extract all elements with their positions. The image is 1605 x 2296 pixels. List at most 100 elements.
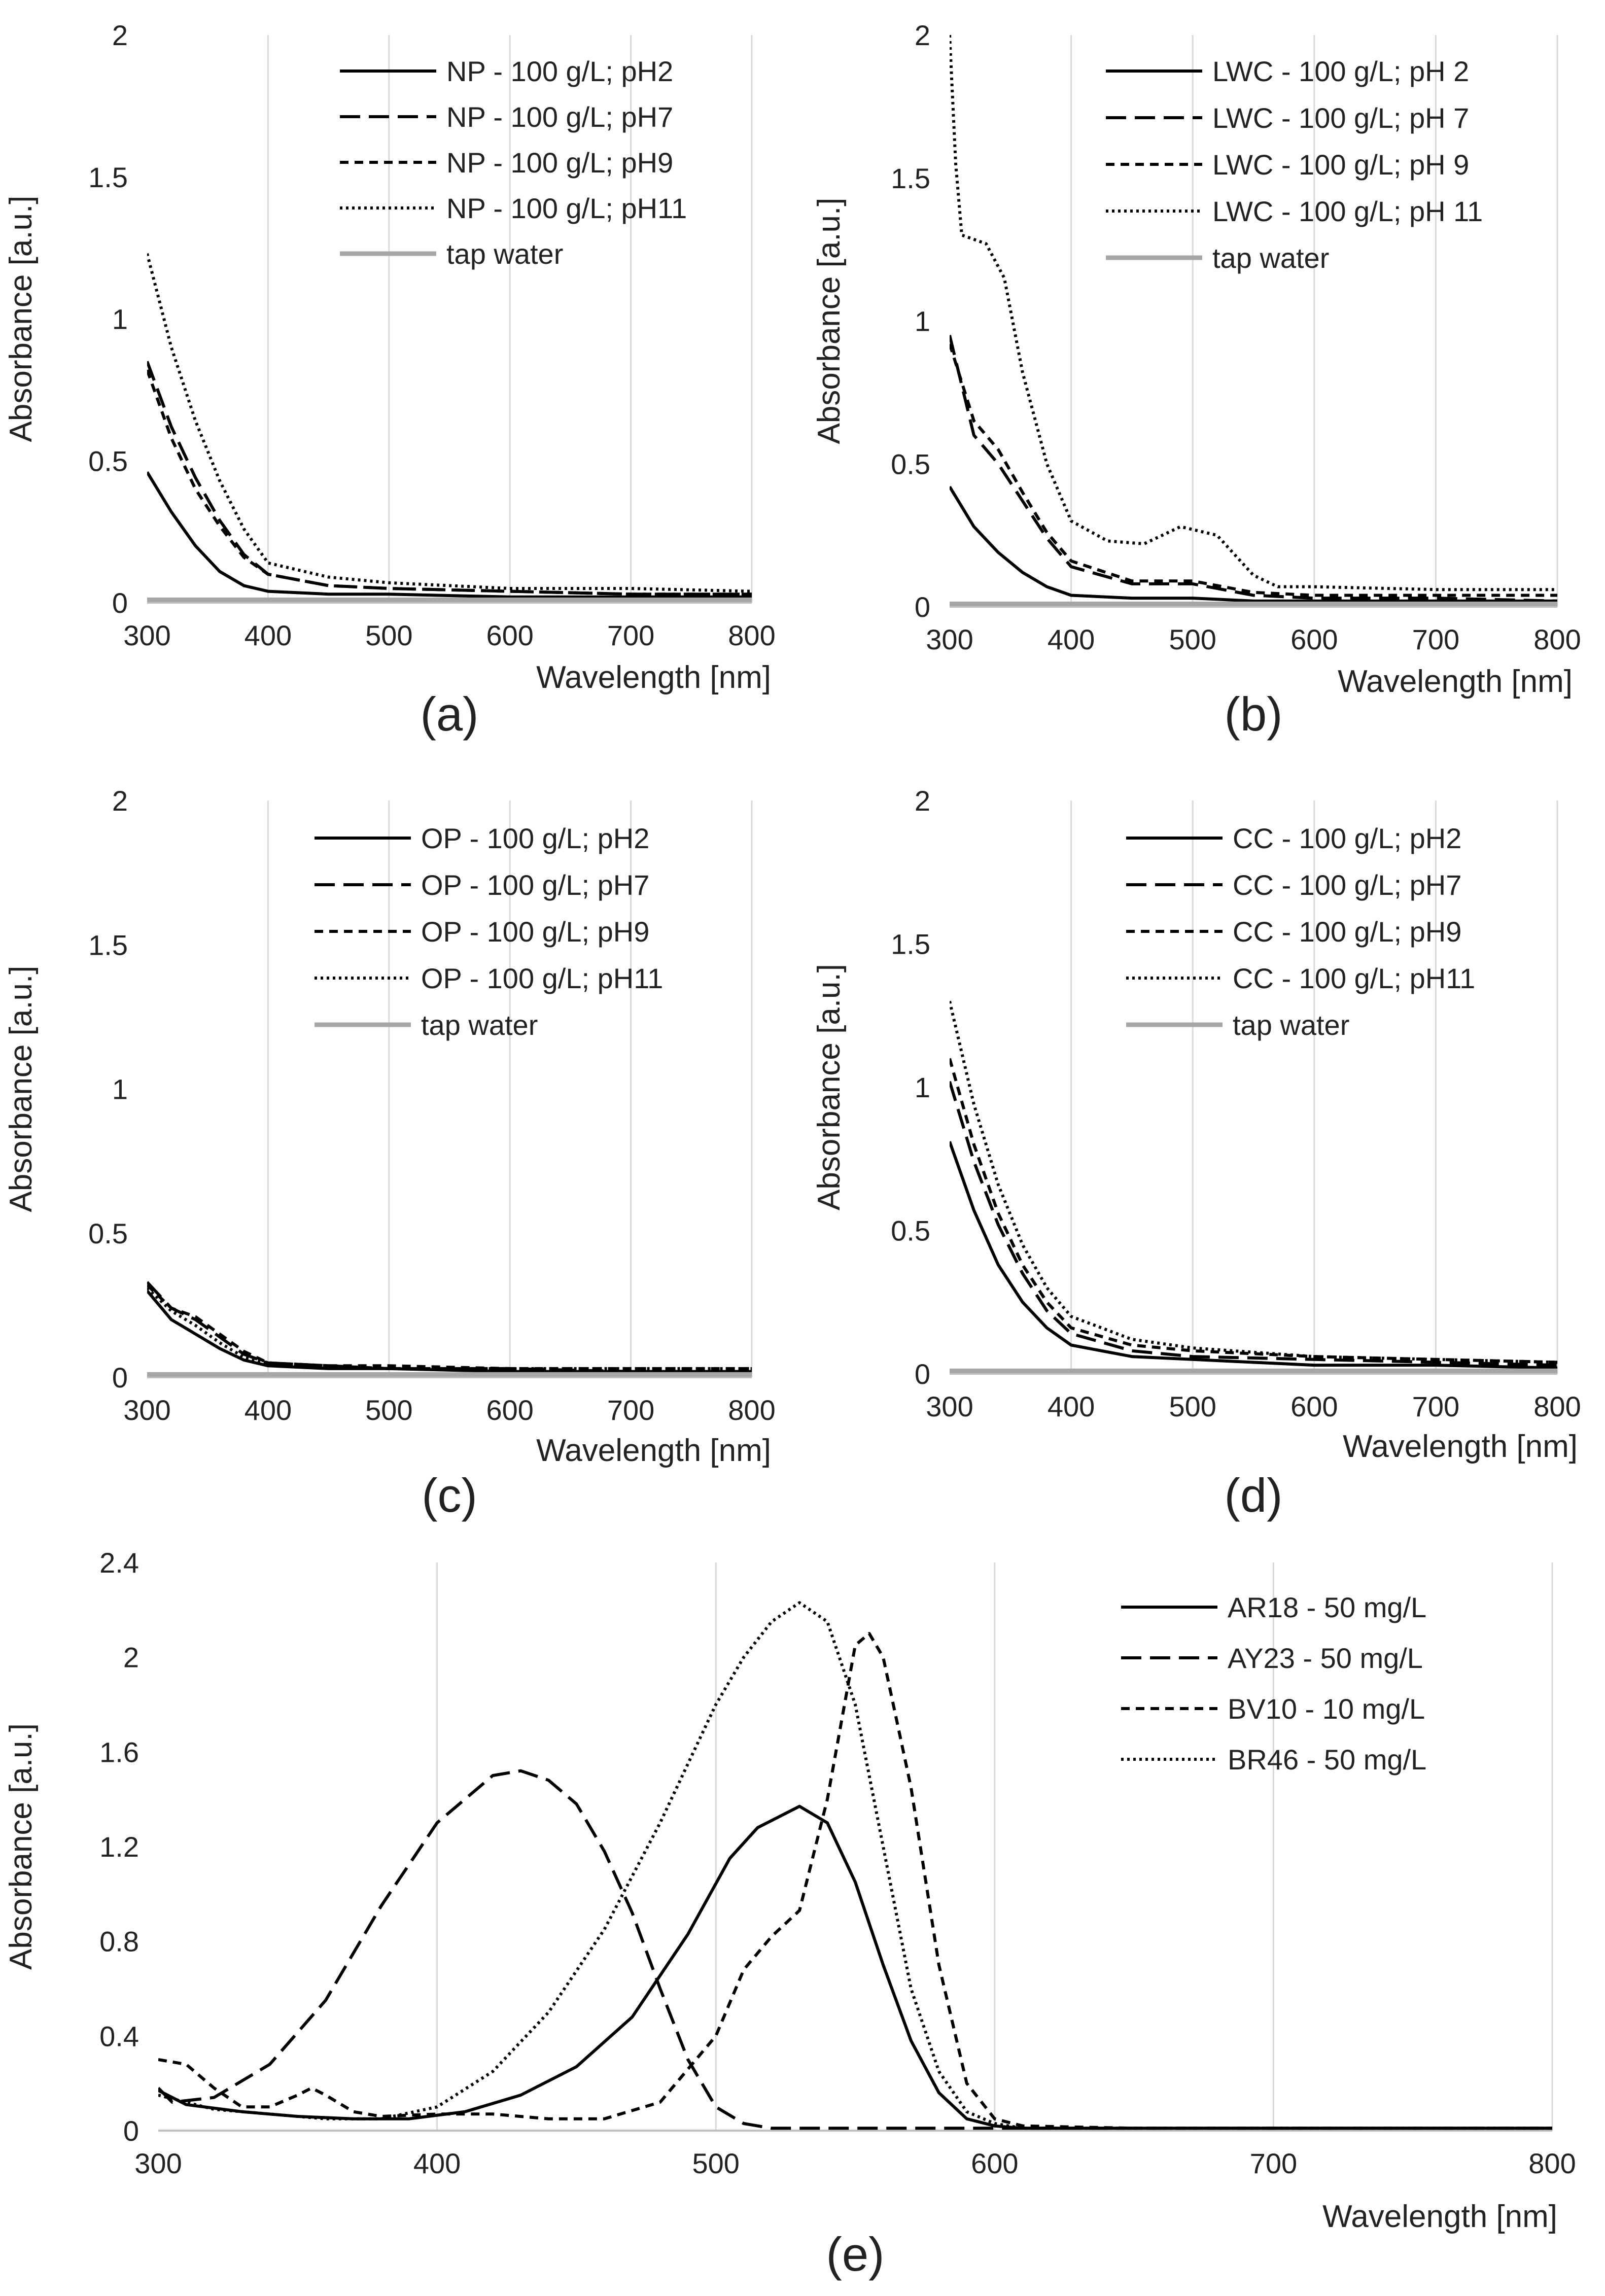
x-tick-label: 400	[1048, 623, 1095, 655]
x-axis-title: Wavelength [nm]	[536, 660, 771, 695]
series-line-op-100-g-l-ph7	[147, 1281, 752, 1373]
x-tick-label: 400	[413, 2147, 461, 2179]
chart-panel-a: 0 0.5 1 1.5 2 300 400 500 600 700 800 Wavelength [n…	[4, 19, 776, 741]
x-tick-label: 500	[365, 619, 412, 651]
series-group	[158, 1601, 1552, 2130]
y-tick-label: 1.2	[99, 1831, 139, 1863]
x-axis-title: Wavelength [nm]	[1338, 664, 1573, 699]
x-tick-label: 300	[926, 623, 973, 655]
y-tick-label: 2	[112, 19, 128, 51]
chart-panel-c: 0 0.5 1 1.5 2 300 400 500 600 700 800 Wavelength [n…	[4, 785, 776, 1522]
legend-label: LWC - 100 g/L; pH 11	[1212, 195, 1483, 227]
y-tick-label: 1	[112, 1073, 128, 1105]
y-tick-label: 2	[915, 785, 930, 817]
y-tick-label: 1.5	[88, 929, 128, 961]
series-line-lwc-100-g-l-ph-7	[950, 334, 1557, 603]
legend-label: CC - 100 g/L; pH11	[1233, 962, 1475, 994]
y-tick-label: 1.6	[99, 1736, 139, 1768]
y-tick-label: 0.5	[891, 448, 930, 480]
x-tick-label: 700	[607, 1394, 654, 1426]
y-tick-label: 1	[915, 305, 930, 337]
series-line-ar18-50-mg-l	[158, 1804, 1552, 2130]
x-tick-label: 700	[1250, 2147, 1297, 2179]
x-tick-label: 400	[245, 619, 292, 651]
y-tick-label: 1.5	[891, 162, 930, 194]
panel-label: (d)	[1225, 1469, 1283, 1522]
series-line-np-100-g-l-ph9	[147, 369, 752, 596]
legend-label: NP - 100 g/L; pH9	[446, 147, 673, 179]
y-tick-label: 0.5	[88, 445, 128, 477]
y-tick-label: 0.8	[99, 1926, 139, 1958]
x-tick-label: 800	[1533, 1390, 1581, 1422]
y-tick-label: 1	[112, 303, 128, 335]
x-tick-label: 800	[728, 1394, 775, 1426]
x-tick-label: 600	[1290, 623, 1338, 655]
x-tick-label: 400	[245, 1394, 292, 1426]
y-axis-title: Absorbance [a.u.]	[812, 964, 847, 1210]
x-axis-title: Wavelength [nm]	[1343, 1429, 1578, 1464]
y-tick-label: 1.5	[891, 928, 930, 960]
series-line-op-100-g-l-ph2	[147, 1290, 752, 1373]
legend-label: CC - 100 g/L; pH2	[1233, 822, 1461, 854]
x-tick-label: 300	[123, 619, 170, 651]
legend: AR18 - 50 mg/L AY23 - 50 mg/L BV10 - 10 mg…	[1121, 1591, 1426, 1776]
series-line-np-100-g-l-ph11	[147, 253, 752, 593]
series-group	[950, 1000, 1557, 1373]
x-tick-label: 500	[1169, 623, 1216, 655]
x-tick-label: 300	[123, 1394, 170, 1426]
panel-label: (b)	[1225, 687, 1283, 741]
series-line-cc-100-g-l-ph11	[950, 1000, 1557, 1364]
x-tick-label: 500	[692, 2147, 739, 2179]
legend-label: NP - 100 g/L; pH11	[446, 192, 687, 224]
panel-label: (a)	[421, 687, 479, 741]
y-tick-label: 0	[112, 1362, 128, 1394]
y-tick-label: 2	[123, 1642, 139, 1674]
legend-label: tap water	[1212, 242, 1329, 274]
series-line-op-100-g-l-ph11	[147, 1286, 752, 1370]
y-axis-title: Absorbance [a.u.]	[4, 196, 39, 442]
x-tick-label: 600	[486, 619, 533, 651]
y-tick-label: 2.4	[99, 1547, 139, 1579]
x-tick-label: 600	[971, 2147, 1018, 2179]
x-axis-title: Wavelength [nm]	[536, 1433, 771, 1468]
legend-label: NP - 100 g/L; pH2	[446, 55, 673, 87]
panel-label: (c)	[422, 1469, 477, 1522]
legend-label: AR18 - 50 mg/L	[1228, 1591, 1426, 1623]
y-tick-label: 2	[112, 785, 128, 817]
y-tick-label: 2	[915, 19, 930, 51]
x-tick-label: 800	[1528, 2147, 1576, 2179]
series-line-cc-100-g-l-ph7	[950, 1081, 1557, 1367]
y-tick-label: 0	[915, 1358, 930, 1390]
x-tick-label: 700	[1412, 623, 1459, 655]
legend-label: AY23 - 50 mg/L	[1228, 1642, 1423, 1674]
series-line-cc-100-g-l-ph2	[950, 1141, 1557, 1370]
x-tick-label: 700	[1412, 1390, 1459, 1422]
x-axis-title: Wavelength [nm]	[1322, 2199, 1557, 2234]
legend-label: OP - 100 g/L; pH11	[421, 962, 663, 994]
x-tick-label: 800	[728, 619, 775, 651]
series-group	[147, 253, 752, 602]
chart-panel-b: 0 0.5 1 1.5 2 300 400 500 600 700 800 Wavelength [n…	[812, 19, 1581, 741]
series-group	[950, 34, 1557, 606]
legend-label: tap water	[421, 1009, 538, 1041]
legend-label: LWC - 100 g/L; pH 2	[1212, 55, 1469, 87]
x-tick-label: 600	[1290, 1390, 1338, 1422]
series-group	[147, 1281, 752, 1377]
legend-label: tap water	[1233, 1009, 1349, 1041]
legend-label: tap water	[446, 238, 563, 270]
y-tick-label: 0.5	[891, 1215, 930, 1247]
legend-label: OP - 100 g/L; pH7	[421, 869, 649, 901]
y-axis-title: Absorbance [a.u.]	[812, 198, 847, 444]
y-tick-label: 1	[915, 1071, 930, 1103]
y-axis-title: Absorbance [a.u.]	[4, 966, 39, 1212]
legend-label: OP - 100 g/L; pH2	[421, 822, 649, 854]
panel-label: (e)	[826, 2228, 885, 2281]
legend-label: BR46 - 50 mg/L	[1228, 1744, 1426, 1776]
legend-label: OP - 100 g/L; pH9	[421, 916, 649, 948]
series-line-cc-100-g-l-ph9	[950, 1058, 1557, 1364]
legend: CC - 100 g/L; pH2 CC - 100 g/L; pH7 CC - 1…	[1126, 822, 1475, 1041]
series-line-br46-50-mg-l	[158, 1601, 1552, 2130]
series-line-lwc-100-g-l-ph-9	[950, 343, 1557, 597]
x-tick-label: 400	[1048, 1390, 1095, 1422]
